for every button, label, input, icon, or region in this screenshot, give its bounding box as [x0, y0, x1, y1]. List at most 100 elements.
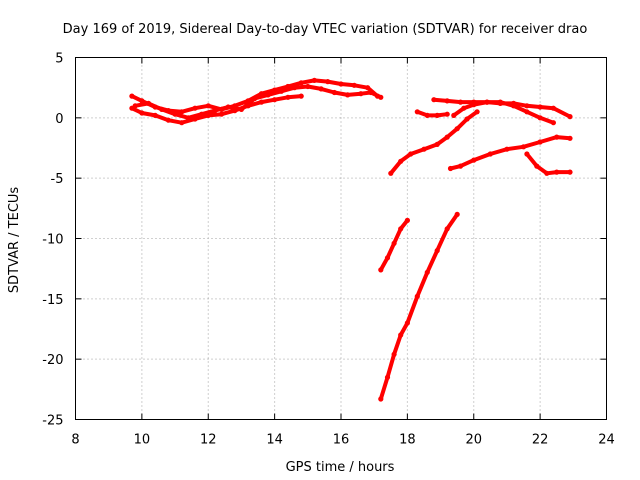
data-point — [434, 141, 440, 147]
series-arc-11 — [378, 211, 460, 402]
data-point — [408, 151, 414, 157]
data-point — [444, 134, 450, 140]
data-point — [179, 120, 185, 126]
data-point — [554, 134, 560, 140]
data-point — [471, 157, 477, 163]
data-point — [384, 255, 391, 261]
series-arc-9 — [524, 151, 573, 176]
data-point — [524, 109, 530, 115]
data-point — [414, 109, 420, 115]
data-point — [424, 269, 430, 275]
data-point — [398, 226, 404, 232]
data-point — [272, 97, 278, 103]
series-arc-10 — [378, 217, 410, 273]
data-point — [404, 217, 410, 223]
data-point — [544, 170, 550, 176]
y-tick-label: -5 — [51, 172, 64, 187]
data-point — [368, 89, 374, 96]
x-tick-label: 24 — [598, 433, 615, 448]
series-line — [415, 109, 450, 118]
y-tick-label: 0 — [55, 112, 63, 127]
data-point — [391, 240, 397, 246]
data-point — [351, 82, 357, 88]
data-point — [487, 151, 493, 157]
series-arc-8 — [447, 134, 573, 172]
data-point — [447, 165, 454, 172]
data-point — [185, 115, 191, 121]
y-tick-label: 5 — [55, 52, 63, 67]
data-point — [537, 139, 543, 145]
data-point — [172, 111, 178, 117]
data-point — [152, 112, 158, 118]
data-point — [345, 92, 351, 98]
data-point — [192, 105, 198, 111]
data-point — [378, 396, 384, 402]
y-tick-label: -25 — [42, 414, 63, 429]
data-point — [550, 105, 557, 111]
data-point — [398, 332, 404, 338]
series-line — [524, 152, 572, 176]
data-point — [461, 105, 467, 111]
data-point — [471, 102, 477, 108]
data-point — [384, 374, 391, 380]
data-point — [325, 79, 331, 85]
data-point — [457, 99, 464, 105]
series-arc-7 — [388, 109, 480, 176]
data-point — [524, 103, 530, 109]
data-point — [179, 109, 185, 115]
data-point — [510, 103, 517, 109]
series-line — [448, 135, 572, 171]
data-point — [567, 169, 573, 175]
data-point — [404, 320, 410, 326]
data-point — [298, 80, 304, 86]
data-point — [331, 89, 337, 96]
y-tick-label: -10 — [42, 233, 63, 248]
data-point — [424, 112, 430, 118]
data-point — [378, 94, 384, 100]
x-tick-label: 10 — [134, 433, 151, 448]
data-point — [139, 110, 145, 116]
data-point — [434, 248, 440, 254]
data-point — [444, 111, 450, 117]
x-tick-label: 18 — [399, 433, 416, 448]
data-point — [129, 93, 135, 99]
x-tick-label: 20 — [465, 433, 482, 448]
series-arc-4 — [414, 109, 450, 118]
data-point — [474, 109, 480, 115]
data-point — [132, 103, 138, 109]
data-point — [567, 114, 573, 120]
data-point — [398, 158, 404, 164]
data-point — [554, 169, 560, 175]
data-point — [145, 100, 152, 106]
chart-title: Day 169 of 2019, Sidereal Day-to-day VTE… — [63, 22, 588, 37]
data-point — [218, 111, 225, 117]
data-point — [205, 103, 211, 109]
data-point — [414, 293, 420, 299]
data-point — [534, 163, 540, 169]
x-tick-label: 12 — [200, 433, 217, 448]
data-point — [199, 111, 205, 117]
data-point — [305, 83, 311, 90]
data-point — [265, 92, 271, 98]
data-point — [285, 94, 291, 100]
x-tick-label: 16 — [333, 433, 350, 448]
data-point — [378, 267, 384, 273]
data-point — [365, 85, 371, 91]
data-point — [338, 81, 344, 87]
x-tick-label: 8 — [71, 433, 79, 448]
data-point — [311, 77, 317, 83]
data-point — [497, 99, 503, 105]
y-tick-label: -15 — [42, 293, 63, 308]
series-line — [378, 212, 460, 401]
data-point — [318, 86, 324, 92]
x-tick-label: 22 — [532, 433, 549, 448]
data-point — [504, 146, 510, 152]
data-point — [212, 108, 218, 114]
data-point — [291, 85, 298, 91]
data-point — [388, 170, 394, 176]
data-point — [431, 97, 437, 103]
data-point — [457, 163, 464, 169]
data-point — [225, 104, 231, 110]
data-point — [278, 88, 284, 94]
